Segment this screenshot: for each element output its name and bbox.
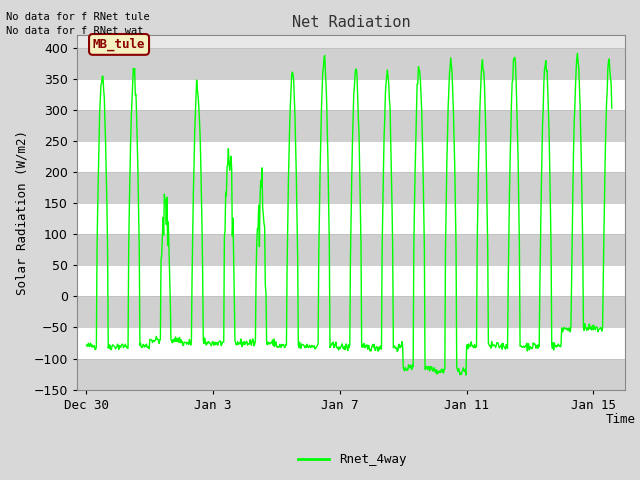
Bar [77,359,625,390]
Bar [77,172,625,203]
Text: MB_tule: MB_tule [93,38,145,51]
Bar [77,48,625,79]
Legend: Rnet_4way: Rnet_4way [292,448,412,471]
Text: No data for f RNet tule: No data for f RNet tule [6,12,150,22]
Bar [77,110,625,141]
Text: No data for f RNet wat: No data for f RNet wat [6,26,144,36]
Y-axis label: Solar Radiation (W/m2): Solar Radiation (W/m2) [15,130,28,295]
Bar [77,141,625,172]
Bar [77,265,625,296]
Bar [77,79,625,110]
Bar [77,296,625,327]
Bar [77,234,625,265]
Bar [77,327,625,359]
Title: Net Radiation: Net Radiation [292,15,410,30]
Bar [77,203,625,234]
X-axis label: Time: Time [606,413,636,426]
